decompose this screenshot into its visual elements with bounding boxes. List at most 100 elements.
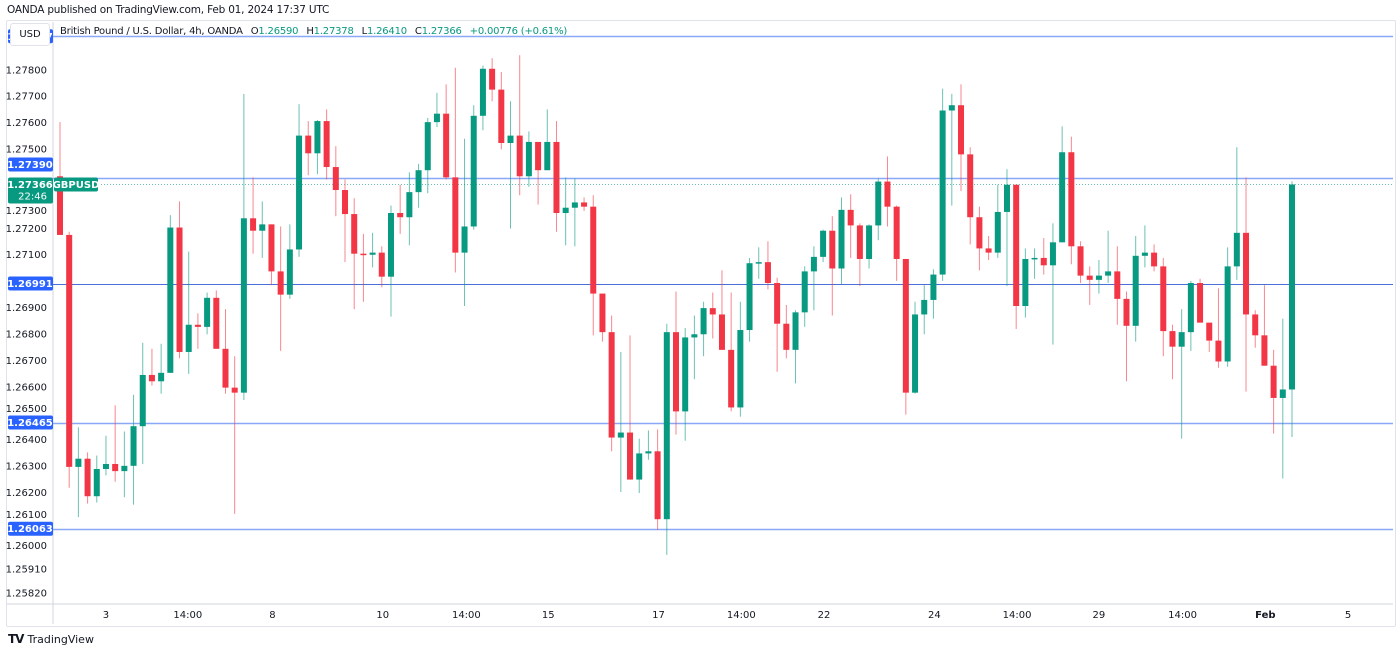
level-price-label: 1.26063 [7, 524, 53, 535]
candle-body [1224, 266, 1231, 362]
candle-body [709, 308, 716, 315]
candle-body [1031, 257, 1038, 260]
candle [102, 435, 109, 476]
publish-note: OANDA published on TradingView.com, Feb … [7, 4, 330, 16]
candle [332, 146, 339, 217]
candle-body [75, 458, 82, 467]
legend-close-label: C [414, 26, 422, 37]
candle-body [1114, 271, 1121, 299]
candle-body [259, 224, 266, 231]
candle [66, 231, 73, 488]
legend-close: C1.27366 [415, 26, 462, 37]
price-tick-label: 1.27600 [6, 118, 47, 129]
candle [1022, 248, 1029, 318]
legend-close-value: 1.27366 [421, 26, 462, 37]
candle [866, 224, 873, 269]
time-tick-label: 14:00 [173, 610, 202, 621]
candle-body [489, 68, 496, 90]
candle-body [783, 323, 790, 350]
candle [112, 405, 119, 482]
candle [1215, 288, 1222, 368]
candle [1077, 241, 1084, 284]
candle [875, 178, 882, 241]
level-price-badge [8, 521, 53, 536]
legend-low-value: 1.26410 [366, 26, 407, 37]
price-tick-label: 1.26000 [6, 541, 47, 552]
currency-button[interactable]: USD [10, 23, 50, 46]
candle [351, 198, 358, 310]
candle-body [479, 68, 486, 116]
candle-body [351, 214, 358, 254]
candle [443, 84, 450, 180]
candle-body [590, 206, 597, 294]
candle-body [424, 122, 431, 171]
candle-body [1105, 271, 1112, 276]
candle [774, 277, 781, 372]
candle-body [663, 332, 670, 520]
candle-body [406, 192, 413, 218]
candle [939, 88, 946, 281]
candle [663, 323, 670, 555]
candle-body [204, 297, 211, 327]
candle-body [902, 258, 909, 393]
candle-body [250, 218, 257, 231]
candle-body [139, 374, 146, 427]
candle [296, 104, 303, 257]
candle-body [571, 202, 578, 208]
candle [121, 431, 128, 498]
candle-body [387, 213, 394, 277]
price-tick-label: 1.26600 [6, 382, 47, 393]
candle [415, 163, 422, 208]
candle-body [746, 263, 753, 331]
level-price-badge [8, 276, 53, 291]
candle-body [158, 372, 165, 382]
candle-body [1160, 266, 1167, 332]
price-tick-label: 1.25910 [6, 565, 47, 576]
candle [627, 335, 634, 480]
price-tick-label: 1.26900 [6, 303, 47, 314]
symbol-tag-label: GBPUSD [53, 180, 100, 191]
candle [856, 223, 863, 287]
candle-body [856, 225, 863, 259]
candle [1105, 230, 1112, 284]
candle-body [415, 170, 422, 193]
bar-countdown-label: 22:46 [18, 191, 47, 202]
candle-body [305, 135, 312, 154]
candle [433, 92, 440, 128]
candle [810, 246, 817, 311]
candle [167, 215, 174, 373]
candle [829, 216, 836, 316]
candle-body [1187, 283, 1194, 333]
candle [535, 141, 542, 205]
candle-body [1169, 331, 1176, 347]
candle-body [820, 230, 827, 257]
candle [967, 147, 974, 245]
time-tick-label: 14:00 [452, 610, 481, 621]
candle [204, 292, 211, 335]
candle [314, 120, 321, 175]
candle [976, 206, 983, 271]
price-tick-label: 1.27200 [6, 224, 47, 235]
candle-body [912, 314, 919, 393]
candle-body [57, 176, 63, 235]
candle-body [948, 105, 955, 111]
symbol-legend: British Pound / U.S. Dollar, 4h, OANDA O… [60, 26, 572, 37]
candle-body [369, 252, 376, 255]
candle-body [130, 426, 137, 466]
tradingview-logo[interactable]: TV TradingView [8, 632, 94, 646]
time-tick-label: 24 [928, 610, 941, 621]
candle-body [1022, 258, 1029, 306]
candle [1123, 291, 1130, 382]
candle [1141, 225, 1148, 268]
candle [1288, 181, 1295, 438]
candle-body [967, 154, 974, 218]
candle [1279, 318, 1286, 479]
candle-body [1206, 322, 1213, 341]
price-tick-label: 1.25820 [6, 588, 47, 599]
candle-body [1151, 252, 1158, 267]
time-tick-label: Feb [1255, 610, 1275, 621]
candle [424, 117, 431, 194]
candle-body [332, 167, 339, 191]
candle [498, 71, 505, 150]
